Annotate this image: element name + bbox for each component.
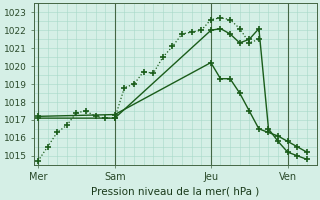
X-axis label: Pression niveau de la mer( hPa ): Pression niveau de la mer( hPa ) (91, 187, 260, 197)
